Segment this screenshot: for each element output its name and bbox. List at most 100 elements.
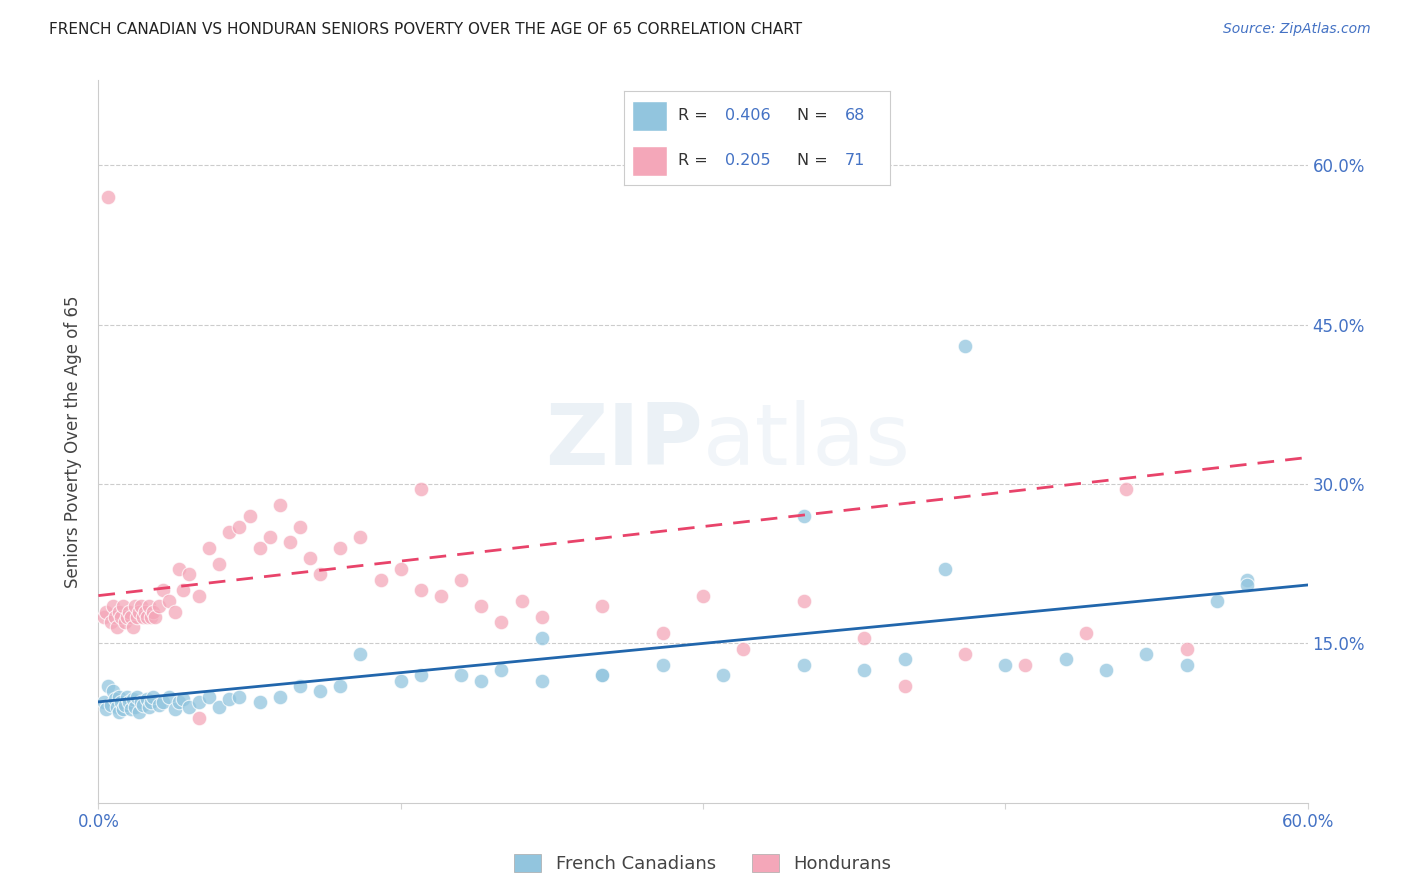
Point [953,647,976,661]
Point [1175,641,1198,656]
Point [228,519,250,533]
Point [105,700,128,714]
Point [115,690,138,704]
Point [591,599,613,614]
Point [1095,663,1118,677]
Point [114,615,136,630]
Point [239,508,262,523]
Point [208,557,231,571]
Point [148,599,170,614]
Point [101,599,124,614]
Point [288,519,311,533]
Point [259,530,281,544]
Point [733,641,755,656]
Point [143,610,166,624]
Point [409,668,432,682]
Point [269,498,291,512]
Point [179,700,201,714]
Point [139,695,162,709]
Point [208,700,231,714]
Point [530,673,553,688]
Point [135,691,157,706]
Point [953,339,976,353]
Point [148,698,170,712]
Point [1074,625,1097,640]
Point [118,605,141,619]
Point [491,663,513,677]
Point [135,610,157,624]
Point [853,663,876,677]
Point [1054,652,1077,666]
Point [129,695,152,709]
Point [124,700,146,714]
Point [100,698,122,712]
Point [1236,578,1258,592]
Point [934,562,956,576]
Point [470,673,492,688]
Point [309,684,332,698]
Point [349,647,371,661]
Point [97,679,120,693]
Point [120,702,142,716]
Point [125,690,148,704]
Point [103,610,125,624]
Point [132,698,155,712]
Point [329,541,352,555]
Point [188,711,211,725]
Point [530,610,553,624]
Point [470,599,492,614]
Point [389,562,412,576]
Point [107,706,129,720]
Text: atlas: atlas [703,400,911,483]
Point [124,599,146,614]
Point [152,695,174,709]
Point [103,691,125,706]
Point [309,567,332,582]
Point [138,700,160,714]
Text: Source: ZipAtlas.com: Source: ZipAtlas.com [1223,22,1371,37]
Point [218,524,240,539]
Point [121,620,143,634]
Point [107,690,129,704]
Point [409,483,432,497]
Point [249,541,271,555]
Point [793,594,815,608]
Point [134,605,156,619]
Point [93,610,115,624]
Point [100,615,122,630]
Point [167,562,190,576]
Point [711,668,734,682]
Point [530,631,553,645]
Point [591,668,613,682]
Point [1135,647,1157,661]
Point [114,698,136,712]
Point [1236,573,1258,587]
Point [105,620,128,634]
Point [228,690,250,704]
Point [893,679,915,693]
Point [172,583,194,598]
Point [118,695,141,709]
Point [450,573,472,587]
Point [269,690,291,704]
Point [288,679,311,693]
Point [299,551,322,566]
Point [97,190,120,204]
Point [93,695,115,709]
Point [430,589,453,603]
Point [107,605,129,619]
Point [110,695,132,709]
Point [157,594,180,608]
Point [167,695,190,709]
Point [1014,657,1036,672]
Point [591,668,613,682]
Point [138,599,160,614]
Point [157,690,180,704]
Point [179,567,201,582]
Point [142,605,165,619]
Point [491,615,513,630]
Point [1206,594,1229,608]
Point [111,599,134,614]
Point [853,631,876,645]
Point [115,610,138,624]
